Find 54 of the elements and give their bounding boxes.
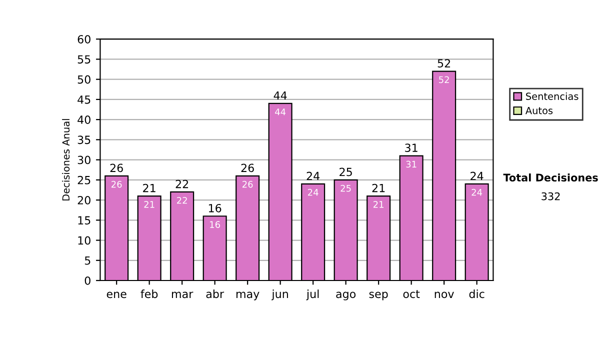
total-label: 22 — [176, 180, 188, 188]
total-label: 16 — [208, 204, 222, 212]
y-tick-label: 0 — [84, 276, 90, 285]
x-tick-label: mar — [172, 292, 194, 298]
x-tick-label: oct — [403, 290, 420, 298]
y-axis-title: Decisiones Anual — [62, 119, 70, 200]
total-label: 24 — [306, 172, 320, 180]
y-tick-label: 5 — [84, 256, 90, 265]
x-tick-label: sep — [369, 292, 388, 300]
total-label: 26 — [241, 164, 254, 172]
data-label: 16 — [210, 221, 220, 228]
text: 332 — [542, 192, 560, 200]
x-tick-label: feb — [140, 290, 158, 298]
legend-label: Sentencias — [526, 92, 578, 100]
x-tick-label: jul — [306, 290, 319, 300]
data-label: 31 — [406, 160, 416, 168]
y-tick-label: 55 — [78, 55, 90, 64]
data-label: 52 — [439, 76, 449, 84]
x-tick-label: ene — [106, 292, 126, 298]
y-tick-label: 15 — [78, 216, 90, 225]
y-tick-label: 30 — [78, 156, 90, 164]
x-tick-label: ago — [336, 292, 356, 300]
y-tick-label: 50 — [78, 75, 90, 84]
x-tick-label: may — [236, 292, 260, 300]
total-label: 25 — [340, 168, 352, 176]
data-label: 24 — [308, 188, 318, 196]
y-tick-label: 60 — [78, 35, 90, 44]
total-label: 26 — [110, 164, 123, 172]
data-label: 26 — [111, 180, 122, 188]
data-label: 22 — [176, 196, 187, 204]
total-label: 21 — [372, 184, 385, 192]
y-tick-label: 35 — [78, 136, 90, 144]
total-label: 52 — [438, 59, 450, 68]
x-tick-label: dic — [469, 290, 484, 298]
x-tick-label: abr — [206, 290, 224, 298]
y-tick-label: 20 — [78, 196, 90, 204]
text: Total Decisiones — [503, 173, 598, 182]
y-tick-label: 45 — [78, 96, 90, 104]
total-label: 21 — [143, 184, 156, 192]
data-label: 26 — [242, 180, 253, 188]
total-label: 24 — [470, 172, 484, 180]
total-label: 31 — [405, 144, 418, 152]
y-tick-label: 40 — [78, 116, 90, 124]
y-tick-label: 10 — [78, 236, 90, 245]
data-label: 21 — [373, 200, 384, 208]
x-tick-label: nov — [434, 292, 454, 298]
legend-label: Autos — [525, 107, 553, 114]
y-tick-label: 25 — [78, 176, 90, 184]
total-label: 44 — [274, 91, 287, 100]
data-label: 21 — [144, 200, 154, 208]
data-label: 24 — [472, 188, 482, 196]
x-tick-label: jun — [272, 290, 288, 300]
data-label: 44 — [275, 108, 286, 116]
data-label: 25 — [340, 184, 351, 192]
